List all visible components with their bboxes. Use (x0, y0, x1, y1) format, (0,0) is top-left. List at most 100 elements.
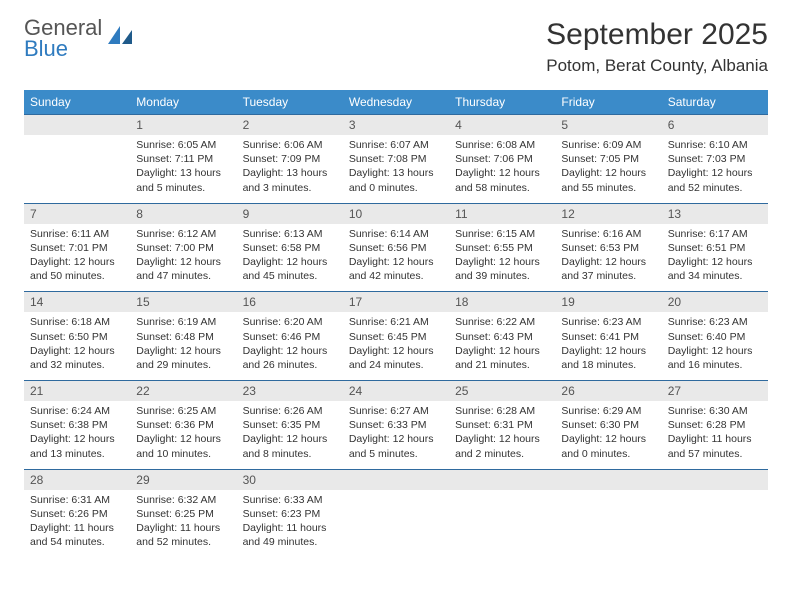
day-number: 26 (555, 381, 661, 402)
day-cell: Sunrise: 6:07 AMSunset: 7:08 PMDaylight:… (343, 135, 449, 203)
location: Potom, Berat County, Albania (546, 56, 768, 76)
day-d2: and 54 minutes. (30, 535, 124, 549)
day-data-row: Sunrise: 6:31 AMSunset: 6:26 PMDaylight:… (24, 490, 768, 558)
day-d1: Daylight: 13 hours (349, 166, 443, 180)
day-d2: and 24 minutes. (349, 358, 443, 372)
day-ss: Sunset: 6:30 PM (561, 418, 655, 432)
day-data-row: Sunrise: 6:05 AMSunset: 7:11 PMDaylight:… (24, 135, 768, 203)
day-d1: Daylight: 12 hours (561, 344, 655, 358)
day-number: 11 (449, 203, 555, 224)
day-ss: Sunset: 6:55 PM (455, 241, 549, 255)
header: General Blue September 2025 Potom, Berat… (24, 18, 768, 76)
day-sr: Sunrise: 6:13 AM (243, 227, 337, 241)
day-sr: Sunrise: 6:16 AM (561, 227, 655, 241)
day-cell: Sunrise: 6:14 AMSunset: 6:56 PMDaylight:… (343, 224, 449, 292)
day-data-row: Sunrise: 6:24 AMSunset: 6:38 PMDaylight:… (24, 401, 768, 469)
day-d2: and 52 minutes. (668, 181, 762, 195)
day-sr: Sunrise: 6:27 AM (349, 404, 443, 418)
day-cell: Sunrise: 6:32 AMSunset: 6:25 PMDaylight:… (130, 490, 236, 558)
day-ss: Sunset: 6:53 PM (561, 241, 655, 255)
day-cell: Sunrise: 6:18 AMSunset: 6:50 PMDaylight:… (24, 312, 130, 380)
day-cell: Sunrise: 6:08 AMSunset: 7:06 PMDaylight:… (449, 135, 555, 203)
day-d2: and 42 minutes. (349, 269, 443, 283)
day-data-row: Sunrise: 6:11 AMSunset: 7:01 PMDaylight:… (24, 224, 768, 292)
day-number: 9 (237, 203, 343, 224)
day-sr: Sunrise: 6:33 AM (243, 493, 337, 507)
day-d2: and 2 minutes. (455, 447, 549, 461)
day-number: 6 (662, 115, 768, 136)
day-ss: Sunset: 6:23 PM (243, 507, 337, 521)
day-d2: and 16 minutes. (668, 358, 762, 372)
day-d1: Daylight: 12 hours (349, 344, 443, 358)
weekday-header: Tuesday (237, 90, 343, 115)
day-number (343, 469, 449, 490)
day-cell (555, 490, 661, 558)
day-cell (24, 135, 130, 203)
daynum-row: 123456 (24, 115, 768, 136)
day-sr: Sunrise: 6:30 AM (668, 404, 762, 418)
day-cell: Sunrise: 6:26 AMSunset: 6:35 PMDaylight:… (237, 401, 343, 469)
sail-icon (106, 24, 136, 53)
day-d1: Daylight: 12 hours (668, 344, 762, 358)
day-d1: Daylight: 13 hours (136, 166, 230, 180)
day-number (24, 115, 130, 136)
day-d2: and 52 minutes. (136, 535, 230, 549)
day-sr: Sunrise: 6:12 AM (136, 227, 230, 241)
day-sr: Sunrise: 6:26 AM (243, 404, 337, 418)
day-sr: Sunrise: 6:10 AM (668, 138, 762, 152)
day-sr: Sunrise: 6:32 AM (136, 493, 230, 507)
day-cell: Sunrise: 6:23 AMSunset: 6:40 PMDaylight:… (662, 312, 768, 380)
day-cell: Sunrise: 6:05 AMSunset: 7:11 PMDaylight:… (130, 135, 236, 203)
day-sr: Sunrise: 6:17 AM (668, 227, 762, 241)
day-sr: Sunrise: 6:06 AM (243, 138, 337, 152)
day-cell: Sunrise: 6:33 AMSunset: 6:23 PMDaylight:… (237, 490, 343, 558)
day-cell: Sunrise: 6:25 AMSunset: 6:36 PMDaylight:… (130, 401, 236, 469)
day-d1: Daylight: 12 hours (136, 344, 230, 358)
day-d1: Daylight: 12 hours (455, 255, 549, 269)
day-cell: Sunrise: 6:09 AMSunset: 7:05 PMDaylight:… (555, 135, 661, 203)
day-number: 20 (662, 292, 768, 313)
day-d1: Daylight: 12 hours (136, 255, 230, 269)
day-sr: Sunrise: 6:22 AM (455, 315, 549, 329)
day-sr: Sunrise: 6:31 AM (30, 493, 124, 507)
day-d1: Daylight: 12 hours (455, 344, 549, 358)
weekday-header: Wednesday (343, 90, 449, 115)
day-d2: and 47 minutes. (136, 269, 230, 283)
day-cell: Sunrise: 6:20 AMSunset: 6:46 PMDaylight:… (237, 312, 343, 380)
day-number: 21 (24, 381, 130, 402)
day-ss: Sunset: 6:46 PM (243, 330, 337, 344)
day-cell: Sunrise: 6:31 AMSunset: 6:26 PMDaylight:… (24, 490, 130, 558)
day-number: 1 (130, 115, 236, 136)
day-d2: and 58 minutes. (455, 181, 549, 195)
day-d2: and 29 minutes. (136, 358, 230, 372)
month-title: September 2025 (546, 18, 768, 52)
weekday-row: SundayMondayTuesdayWednesdayThursdayFrid… (24, 90, 768, 115)
day-ss: Sunset: 6:40 PM (668, 330, 762, 344)
day-d2: and 5 minutes. (136, 181, 230, 195)
daynum-row: 78910111213 (24, 203, 768, 224)
day-cell: Sunrise: 6:21 AMSunset: 6:45 PMDaylight:… (343, 312, 449, 380)
day-sr: Sunrise: 6:21 AM (349, 315, 443, 329)
day-number: 16 (237, 292, 343, 313)
day-d1: Daylight: 12 hours (243, 255, 337, 269)
day-ss: Sunset: 7:09 PM (243, 152, 337, 166)
daynum-row: 282930 (24, 469, 768, 490)
day-d1: Daylight: 12 hours (243, 432, 337, 446)
brand-text: General Blue (24, 18, 102, 60)
day-ss: Sunset: 6:26 PM (30, 507, 124, 521)
day-ss: Sunset: 6:48 PM (136, 330, 230, 344)
day-d1: Daylight: 12 hours (30, 432, 124, 446)
day-ss: Sunset: 6:45 PM (349, 330, 443, 344)
day-d1: Daylight: 12 hours (243, 344, 337, 358)
day-number: 28 (24, 469, 130, 490)
brand-logo: General Blue (24, 18, 136, 60)
day-sr: Sunrise: 6:11 AM (30, 227, 124, 241)
daynum-row: 21222324252627 (24, 381, 768, 402)
day-d1: Daylight: 12 hours (455, 166, 549, 180)
day-d2: and 57 minutes. (668, 447, 762, 461)
day-cell: Sunrise: 6:28 AMSunset: 6:31 PMDaylight:… (449, 401, 555, 469)
day-cell: Sunrise: 6:19 AMSunset: 6:48 PMDaylight:… (130, 312, 236, 380)
day-cell: Sunrise: 6:12 AMSunset: 7:00 PMDaylight:… (130, 224, 236, 292)
day-d1: Daylight: 12 hours (455, 432, 549, 446)
day-d1: Daylight: 11 hours (668, 432, 762, 446)
